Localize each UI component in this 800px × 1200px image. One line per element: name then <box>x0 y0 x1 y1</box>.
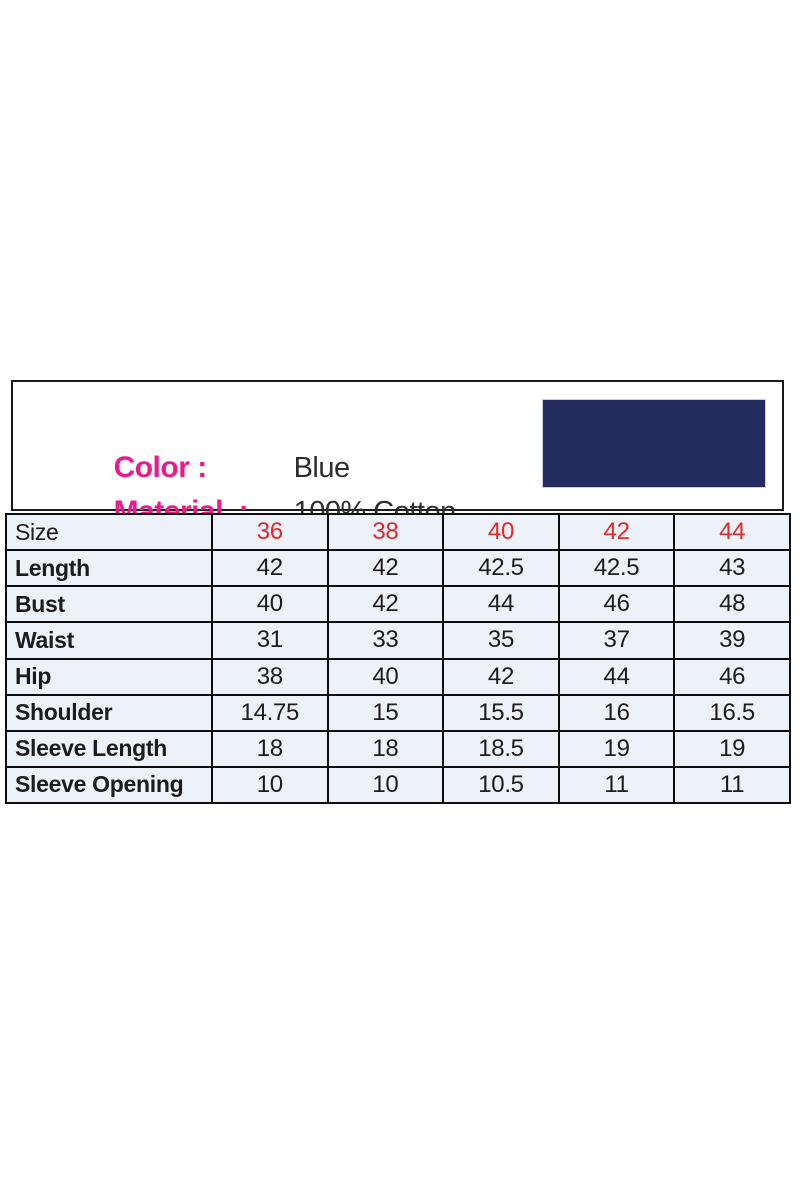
fabric-color-swatch <box>542 399 766 488</box>
measurement-value: 44 <box>557 657 676 696</box>
measurement-value: 10 <box>211 765 329 805</box>
size-value: 42 <box>557 512 676 552</box>
table-row-bust: Bust 40 42 44 46 48 <box>5 585 791 624</box>
measurement-value: 38 <box>211 657 329 696</box>
measurement-value: 48 <box>673 585 791 624</box>
measurement-value: 11 <box>673 765 791 805</box>
measurement-value: 15.5 <box>442 693 560 732</box>
measurement-value: 42 <box>326 585 445 624</box>
measurement-value: 42.5 <box>557 549 676 588</box>
measurement-value: 43 <box>673 549 791 588</box>
table-row-shoulder: Shoulder 14.75 15 15.5 16 16.5 <box>5 693 791 732</box>
measurement-value: 18 <box>211 729 329 768</box>
measurement-value: 31 <box>211 621 329 660</box>
row-label-sleeve-length: Sleeve Length <box>5 729 213 768</box>
measurement-value: 46 <box>557 585 676 624</box>
measurement-value: 44 <box>442 585 560 624</box>
color-label: Color : <box>113 451 208 484</box>
measurement-value: 35 <box>442 621 560 660</box>
measurement-value: 19 <box>557 729 676 768</box>
measurement-value: 19 <box>673 729 791 768</box>
measurement-value: 42 <box>211 549 329 588</box>
color-value: Blue <box>293 452 351 484</box>
size-value: 44 <box>673 512 791 552</box>
measurement-value: 39 <box>673 621 791 660</box>
measurement-value: 42 <box>442 657 560 696</box>
row-label-waist: Waist <box>5 621 213 660</box>
row-label-size: Size <box>5 512 213 552</box>
measurement-value: 40 <box>211 585 329 624</box>
size-value: 36 <box>211 512 329 552</box>
measurement-value: 42 <box>326 549 445 588</box>
product-info-panel: Color : Blue Material :100% Cotton <box>11 380 784 528</box>
measurement-value: 46 <box>673 657 791 696</box>
product-info-lines: Color : Blue Material :100% Cotton <box>78 402 457 528</box>
table-row-length: Length 42 42 42.5 42.5 43 <box>5 549 791 588</box>
measurement-value: 42.5 <box>442 549 560 588</box>
size-value: 38 <box>326 512 445 552</box>
measurement-value: 18.5 <box>442 729 560 768</box>
table-row-sleeve-length: Sleeve Length 18 18 18.5 19 19 <box>5 729 791 768</box>
size-chart-table: Size 36 38 40 42 44 Length 42 42 42.5 42… <box>5 512 791 805</box>
measurement-value: 16.5 <box>673 693 791 732</box>
measurement-value: 11 <box>557 765 676 805</box>
size-value: 40 <box>442 512 560 552</box>
measurement-value: 18 <box>326 729 445 768</box>
measurement-value: 33 <box>326 621 445 660</box>
measurement-value: 40 <box>326 657 445 696</box>
row-label-shoulder: Shoulder <box>5 693 213 732</box>
row-label-bust: Bust <box>5 585 213 624</box>
measurement-value: 15 <box>326 693 445 732</box>
table-row-size: Size 36 38 40 42 44 <box>5 512 791 552</box>
table-row-waist: Waist 31 33 35 37 39 <box>5 621 791 660</box>
measurement-value: 10.5 <box>442 765 560 805</box>
table-row-sleeve-opening: Sleeve Opening 10 10 10.5 11 11 <box>5 765 791 805</box>
row-label-hip: Hip <box>5 657 213 696</box>
measurement-value: 10 <box>326 765 445 805</box>
measurement-value: 16 <box>557 693 676 732</box>
row-label-sleeve-opening: Sleeve Opening <box>5 765 213 805</box>
row-label-length: Length <box>5 549 213 588</box>
color-row: Color : Blue <box>78 402 456 484</box>
measurement-value: 37 <box>557 621 676 660</box>
table-row-hip: Hip 38 40 42 44 46 <box>5 657 791 696</box>
measurement-value: 14.75 <box>211 693 329 732</box>
